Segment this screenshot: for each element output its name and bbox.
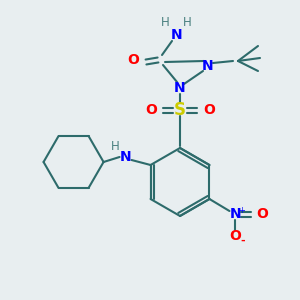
Text: O: O <box>145 103 157 117</box>
Text: +: + <box>238 206 245 215</box>
Text: O: O <box>203 103 215 117</box>
Text: N: N <box>230 207 241 221</box>
Text: O: O <box>230 229 242 243</box>
Text: S: S <box>174 101 186 119</box>
Text: -: - <box>240 236 245 246</box>
Text: H: H <box>183 16 191 29</box>
Text: N: N <box>171 28 183 42</box>
Text: O: O <box>127 53 139 67</box>
Text: N: N <box>120 150 131 164</box>
Text: O: O <box>256 207 268 221</box>
Text: H: H <box>160 16 169 29</box>
Text: N: N <box>174 81 186 95</box>
Text: N: N <box>202 59 214 73</box>
Text: H: H <box>111 140 120 154</box>
